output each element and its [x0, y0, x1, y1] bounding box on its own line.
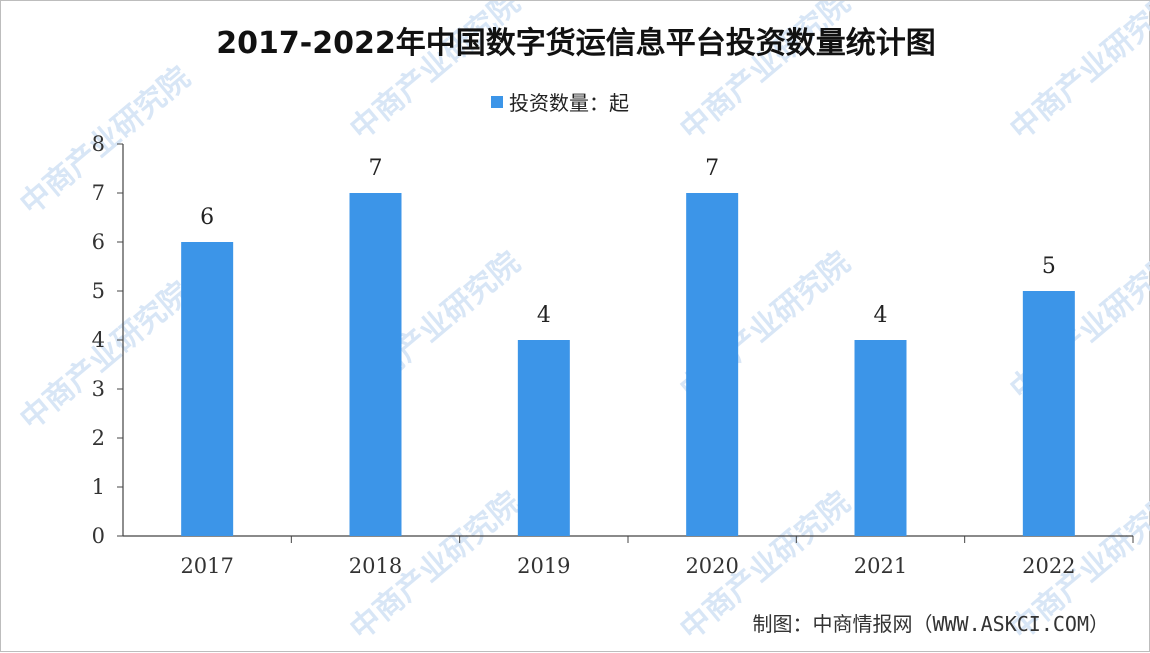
data-label: 6 [200, 205, 214, 230]
data-label: 4 [537, 303, 551, 328]
x-tick-label: 2020 [685, 554, 738, 578]
watermark-text: 中商产业研究院 [674, 1, 857, 147]
bar-2019 [517, 340, 570, 536]
y-tick-label: 3 [92, 377, 105, 401]
legend: 投资数量：起 [491, 91, 629, 115]
y-tick-label: 5 [92, 279, 105, 303]
x-tick-label: 2017 [180, 554, 233, 578]
bar-2018 [349, 193, 402, 536]
data-label: 4 [874, 303, 888, 328]
y-tick-label: 1 [92, 475, 105, 499]
y-tick-label: 2 [92, 426, 105, 450]
source-note: 制图：中商情报网（WWW.ASKCI.COM） [752, 612, 1109, 636]
x-tick-label: 2018 [349, 554, 402, 578]
bar-2022 [1022, 291, 1075, 536]
data-label: 7 [369, 156, 383, 181]
bar-2017 [181, 242, 234, 536]
chart-title: 2017-2022年中国数字货运信息平台投资数量统计图 [216, 26, 935, 61]
bar-2021 [854, 340, 907, 536]
data-label: 5 [1042, 254, 1056, 279]
y-tick-label: 8 [92, 132, 105, 156]
x-tick-label: 2019 [517, 554, 570, 578]
bars: 6 7 4 7 4 5 [181, 156, 1075, 536]
x-tick-label: 2022 [1022, 554, 1075, 578]
axes: 0 1 2 3 4 5 6 7 8 2017 2018 2019 2020 2021 2022 [92, 132, 1134, 578]
watermark-text: 中商产业研究院 [1004, 1, 1150, 147]
watermark-text: 中商产业研究院 [14, 275, 197, 437]
x-tick-label: 2021 [854, 554, 907, 578]
y-tick-label: 4 [92, 328, 105, 352]
y-tick-label: 0 [92, 524, 105, 548]
watermark-text: 中商产业研究院 [344, 1, 527, 147]
watermark-text: 中商产业研究院 [14, 60, 197, 222]
y-tick-label: 6 [92, 230, 105, 254]
data-label: 7 [705, 156, 719, 181]
legend-label: 投资数量：起 [509, 91, 629, 115]
legend-swatch [491, 96, 503, 108]
bar-2020 [686, 193, 739, 536]
y-tick-label: 7 [92, 181, 105, 205]
